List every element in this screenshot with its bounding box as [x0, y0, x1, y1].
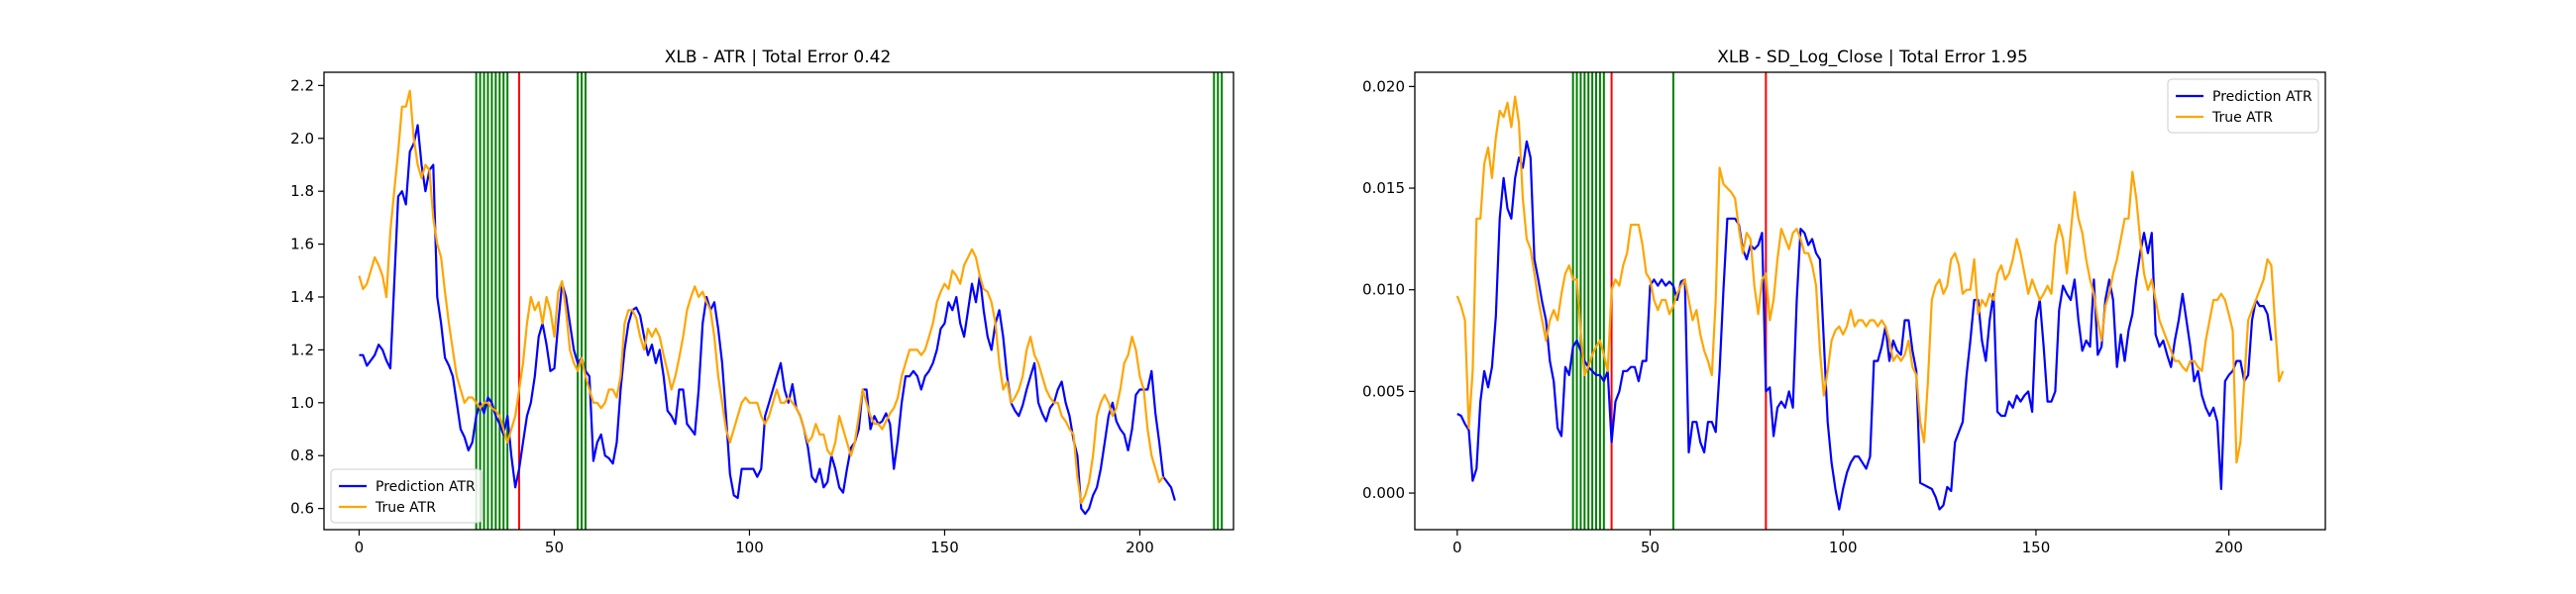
x-tick-label: 100: [735, 539, 764, 556]
series-line-true: [358, 89, 1164, 505]
legend-label: Prediction ATR: [2212, 89, 2312, 105]
y-tick-label: 2.2: [290, 76, 314, 94]
x-tick-label: 0: [1452, 539, 1462, 556]
y-tick-label: 0.005: [1362, 382, 1405, 400]
y-tick-label: 1.8: [290, 182, 314, 200]
series-line-true: [1455, 95, 2285, 464]
series-line-prediction: [359, 124, 1176, 516]
x-tick-label: 50: [545, 539, 564, 556]
x-tick-label: 200: [1126, 539, 1154, 556]
y-tick-label: 0.8: [290, 446, 314, 464]
plot-area: 0 50 100 150 200 0.6 0.8 1.0 1.2 1.4 1.6 1.8 2.0 2.2: [290, 71, 1234, 556]
y-tick-label: 0.015: [1362, 179, 1405, 197]
y-tick-label: 1.2: [290, 341, 314, 358]
chart-title: XLB - ATR | Total Error 0.42: [665, 48, 892, 67]
plot-area: 0 50 100 150 200 0.000 0.005 0.010 0.015 0.020: [1362, 71, 2326, 556]
axes-frame: [1414, 71, 2326, 531]
chart-title: XLB - SD_Log_Close | Total Error 1.95: [1717, 48, 2028, 67]
x-tick-label: 200: [2214, 539, 2243, 556]
chart-xlb-sd-log-close: XLB - SD_Log_Close | Total Error 1.95 0 5…: [1362, 48, 2326, 556]
x-tick-label: 150: [2022, 539, 2051, 556]
y-tick-label: 0.000: [1362, 484, 1405, 502]
legend-box: [2167, 78, 2319, 134]
axes-frame: [323, 71, 1234, 531]
y-tick-label: 1.0: [290, 394, 314, 412]
y-tick-label: 0.020: [1362, 77, 1405, 95]
x-tick-label: 150: [930, 539, 959, 556]
legend-label: True ATR: [375, 500, 436, 516]
legend-box: [330, 468, 483, 524]
y-tick-label: 0.010: [1362, 281, 1405, 299]
y-tick-label: 1.6: [290, 236, 314, 253]
legend: Prediction ATR True ATR: [2167, 78, 2319, 134]
series-line-prediction: [1456, 140, 2273, 511]
legend-label: Prediction ATR: [376, 479, 476, 495]
y-tick-label: 0.6: [290, 500, 314, 518]
y-tick-label: 1.4: [290, 288, 314, 306]
legend-label: True ATR: [2211, 110, 2273, 126]
x-tick-label: 100: [1829, 539, 1858, 556]
x-tick-label: 0: [355, 539, 365, 556]
chart-xlb-atr: XLB - ATR | Total Error 0.42 0 50 100 150 20…: [290, 48, 1234, 556]
y-tick-label: 2.0: [290, 130, 314, 148]
legend: Prediction ATR True ATR: [330, 468, 483, 524]
x-tick-label: 50: [1641, 539, 1660, 556]
